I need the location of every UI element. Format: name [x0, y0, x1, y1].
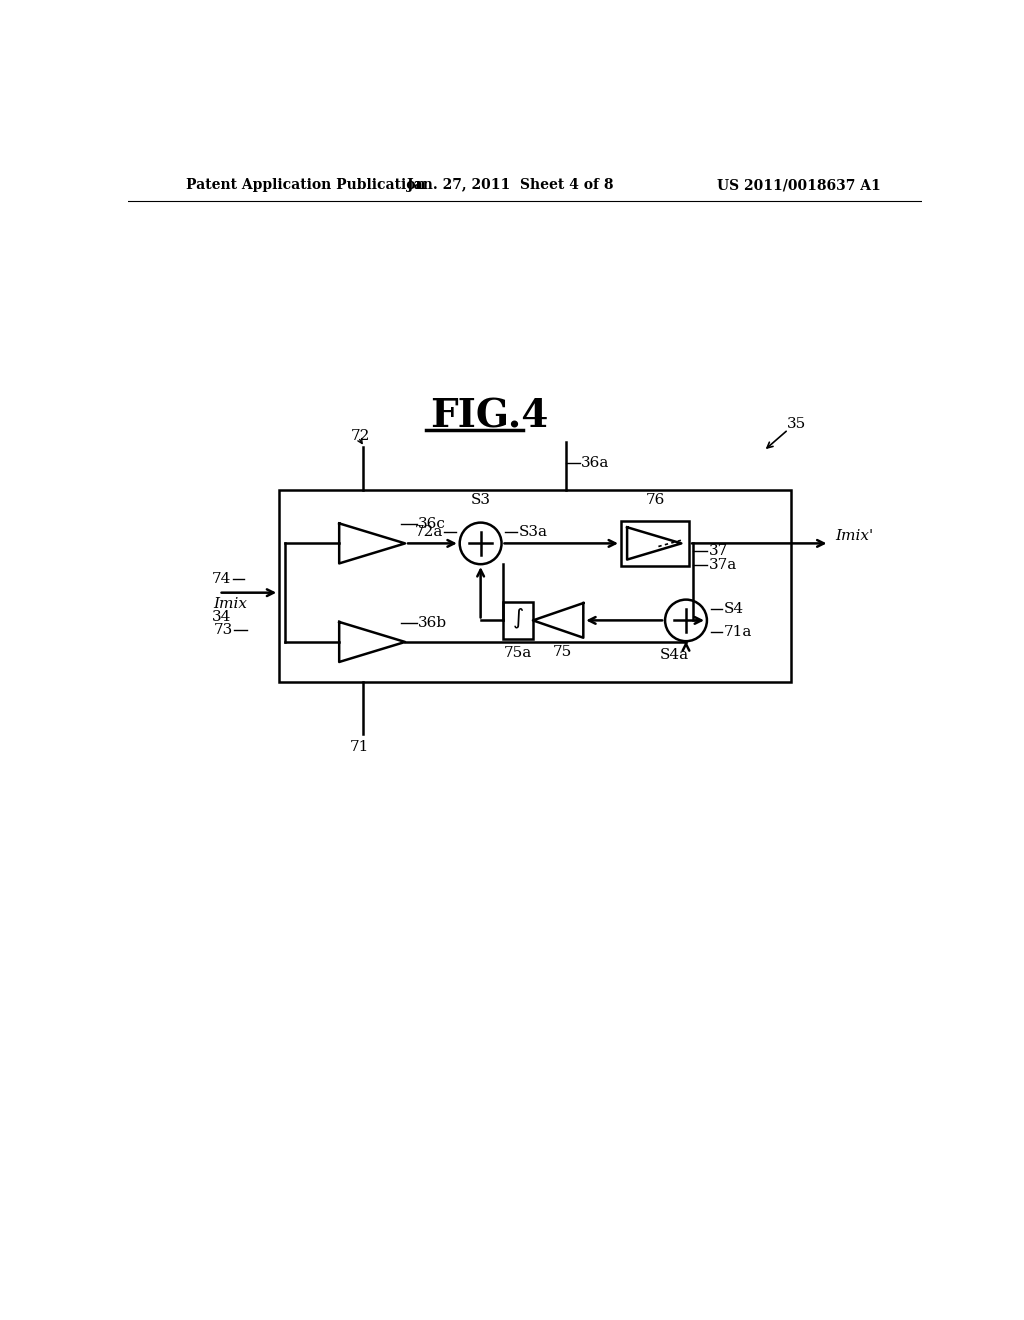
Text: 75: 75 — [552, 644, 571, 659]
Text: 37a: 37a — [709, 558, 736, 572]
Text: S4: S4 — [724, 602, 744, 616]
Text: FIG.4: FIG.4 — [430, 397, 549, 436]
Text: 36a: 36a — [582, 455, 609, 470]
Text: 71a: 71a — [724, 624, 753, 639]
Text: Imix: Imix — [213, 597, 247, 611]
Bar — [504, 602, 532, 639]
Bar — [621, 521, 689, 566]
Text: 36c: 36c — [418, 517, 446, 531]
Text: 75a: 75a — [504, 645, 532, 660]
Bar — [280, 490, 791, 682]
Text: $\int$: $\int$ — [512, 607, 524, 631]
Text: US 2011/0018637 A1: US 2011/0018637 A1 — [717, 178, 881, 193]
Text: S3a: S3a — [518, 525, 548, 539]
Text: S3: S3 — [471, 494, 490, 507]
Text: 71: 71 — [349, 741, 369, 755]
Text: Patent Application Publication: Patent Application Publication — [186, 178, 426, 193]
Text: 72: 72 — [351, 429, 371, 442]
Text: Imix': Imix' — [836, 529, 873, 543]
Text: 35: 35 — [786, 417, 806, 432]
Text: 37: 37 — [709, 544, 728, 558]
Text: S4a: S4a — [659, 648, 689, 663]
Text: 76: 76 — [645, 492, 665, 507]
Text: 73: 73 — [213, 623, 232, 636]
Text: 36b: 36b — [418, 615, 447, 630]
Text: Jan. 27, 2011  Sheet 4 of 8: Jan. 27, 2011 Sheet 4 of 8 — [407, 178, 613, 193]
Text: 72a: 72a — [415, 525, 442, 539]
Text: 74: 74 — [212, 572, 231, 586]
Text: 34: 34 — [212, 610, 231, 624]
